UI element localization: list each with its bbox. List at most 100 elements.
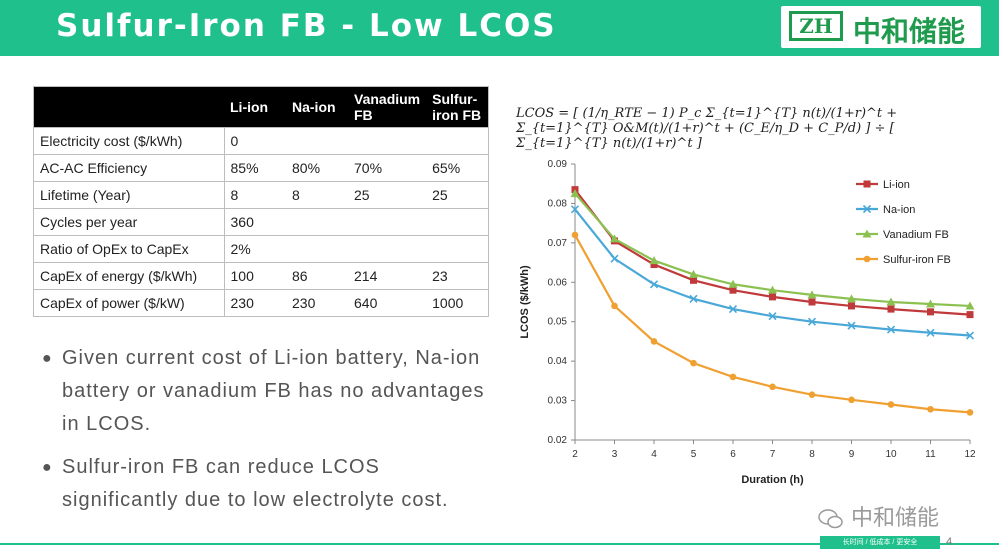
x-tick-label: 3 bbox=[612, 449, 618, 460]
legend-marker bbox=[862, 204, 872, 214]
data-point-sulfur-iron-fb bbox=[690, 359, 697, 367]
table-cell: Cycles per year bbox=[33, 208, 225, 236]
y-tick-label: 0.06 bbox=[548, 277, 568, 288]
legend-label: Na-ion bbox=[883, 204, 915, 216]
legend-marker bbox=[863, 255, 871, 263]
data-point-na-ion bbox=[570, 205, 580, 214]
data-point-vanadium-fb bbox=[768, 285, 777, 294]
x-tick-label: 6 bbox=[730, 449, 736, 460]
table-row: Ratio of OpEx to CapEx 2% bbox=[33, 235, 489, 263]
data-point-sulfur-iron-fb bbox=[650, 338, 658, 345]
y-tick-label: 0.03 bbox=[548, 396, 568, 407]
table-cell: 8 bbox=[224, 181, 286, 209]
x-tick-label: 7 bbox=[770, 449, 776, 460]
y-tick-label: 0.05 bbox=[548, 317, 568, 328]
table-cell: 23 bbox=[426, 262, 489, 290]
table-cell: Ratio of OpEx to CapEx bbox=[33, 235, 225, 263]
data-point-vanadium-fb bbox=[610, 234, 619, 243]
data-point-sulfur-iron-fb bbox=[887, 401, 895, 408]
data-point-sulfur-iron-fb bbox=[808, 391, 816, 398]
table-cell bbox=[426, 235, 489, 263]
table-cell bbox=[348, 208, 427, 236]
table-cell: 230 bbox=[224, 289, 286, 317]
data-point-li-ion bbox=[769, 293, 776, 301]
data-point-na-ion bbox=[768, 312, 777, 321]
footer-line bbox=[0, 543, 999, 545]
x-tick-label: 12 bbox=[964, 449, 976, 460]
y-tick-label: 0.09 bbox=[548, 159, 568, 170]
data-point-sulfur-iron-fb bbox=[927, 405, 934, 413]
table-cell bbox=[426, 127, 489, 155]
table-row: CapEx of power ($/kW) 230 230 640 1000 bbox=[33, 289, 489, 317]
watermark: 中和储能 bbox=[818, 500, 939, 532]
table-cell: 1000 bbox=[426, 289, 489, 317]
table-cell: CapEx of energy ($/kWh) bbox=[33, 262, 225, 290]
data-point-na-ion bbox=[847, 321, 856, 330]
data-point-na-ion bbox=[649, 280, 659, 289]
data-point-li-ion bbox=[808, 298, 816, 306]
y-axis-label: LCOS ($/kWh) bbox=[519, 265, 531, 339]
table-cell: Lifetime (Year) bbox=[33, 181, 225, 209]
page-number: 4 bbox=[946, 536, 953, 548]
legend-marker bbox=[862, 229, 872, 238]
data-point-na-ion bbox=[610, 254, 619, 263]
table-cell: 65% bbox=[426, 154, 489, 182]
data-point-li-ion bbox=[650, 261, 658, 269]
data-point-vanadium-fb bbox=[649, 256, 659, 265]
table-cell bbox=[286, 235, 348, 263]
table-header-cell: Vanadium FB bbox=[348, 86, 427, 128]
table-cell: 100 bbox=[224, 262, 286, 290]
data-point-na-ion bbox=[689, 294, 698, 303]
table-cell bbox=[286, 127, 348, 155]
data-point-vanadium-fb bbox=[886, 297, 896, 306]
bullet-text: Sulfur-iron FB can reduce LCOS significa… bbox=[62, 456, 449, 511]
data-point-vanadium-fb bbox=[807, 290, 817, 299]
table-cell: 8 bbox=[286, 181, 348, 209]
table-cell bbox=[426, 208, 489, 236]
data-point-vanadium-fb bbox=[689, 269, 698, 278]
watermark-text: 中和储能 bbox=[851, 506, 940, 531]
table-cell: 214 bbox=[348, 262, 427, 290]
table-row: Electricity cost ($/kWh) 0 bbox=[33, 127, 489, 155]
x-axis-label: Duration (h) bbox=[741, 474, 804, 486]
data-point-li-ion bbox=[690, 276, 697, 284]
bullet-text: Given current cost of Li-ion battery, Na… bbox=[62, 347, 485, 435]
data-point-na-ion bbox=[886, 325, 896, 334]
bullet-item: ● Sulfur-iron FB can reduce LCOS signifi… bbox=[42, 451, 502, 517]
parameters-table: Li-ion Na-ion Vanadium FB Sulfur-iron FB… bbox=[33, 86, 489, 317]
table-cell: Electricity cost ($/kWh) bbox=[33, 127, 225, 155]
data-point-vanadium-fb bbox=[926, 299, 935, 308]
x-tick-label: 11 bbox=[925, 449, 936, 460]
data-point-na-ion bbox=[965, 331, 975, 340]
x-tick-label: 4 bbox=[651, 449, 657, 460]
table-header-cell: Na-ion bbox=[286, 86, 348, 128]
data-point-li-ion bbox=[966, 311, 974, 319]
legend-label: Sulfur-iron FB bbox=[883, 254, 951, 266]
table-cell: 230 bbox=[286, 289, 348, 317]
data-point-li-ion bbox=[848, 302, 855, 310]
data-point-sulfur-iron-fb bbox=[729, 373, 737, 381]
x-tick-label: 10 bbox=[885, 449, 897, 460]
table-cell: 86 bbox=[286, 262, 348, 290]
data-point-vanadium-fb bbox=[965, 301, 975, 310]
page-title: Sulfur-Iron FB - Low LCOS bbox=[56, 8, 557, 44]
table-cell: 360 bbox=[224, 208, 286, 236]
table-cell: 80% bbox=[286, 154, 348, 182]
table-cell bbox=[286, 208, 348, 236]
bullet-item: ● Given current cost of Li-ion battery, … bbox=[42, 342, 502, 441]
table-header-cell: Sulfur-iron FB bbox=[426, 86, 489, 128]
data-point-vanadium-fb bbox=[570, 189, 580, 198]
data-point-sulfur-iron-fb bbox=[571, 231, 579, 239]
data-point-li-ion bbox=[729, 286, 737, 294]
table-row: Lifetime (Year) 8 8 25 25 bbox=[33, 181, 489, 209]
bullet-dot-icon: ● bbox=[42, 459, 53, 476]
x-tick-label: 8 bbox=[809, 449, 815, 460]
data-point-li-ion bbox=[887, 305, 895, 313]
logo-text: 中和储能 bbox=[853, 15, 966, 48]
data-point-na-ion bbox=[807, 317, 817, 326]
table-cell: CapEx of power ($/kW) bbox=[33, 289, 225, 317]
header-bar: Sulfur-Iron FB - Low LCOS ZH 中和储能 bbox=[0, 0, 999, 56]
table-cell: 70% bbox=[348, 154, 427, 182]
logo-mark: ZH bbox=[789, 11, 843, 41]
table-cell: 85% bbox=[224, 154, 286, 182]
